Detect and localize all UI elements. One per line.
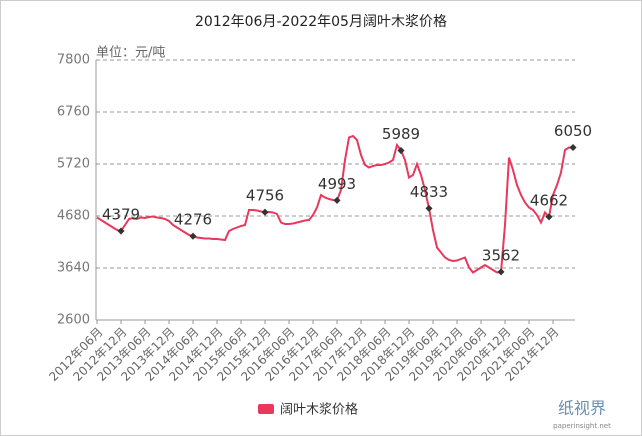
data-label: 4276	[174, 211, 212, 229]
point-marker	[425, 204, 433, 212]
y-tick-label: 6760	[57, 105, 90, 120]
point-marker	[117, 227, 125, 235]
data-label: 4756	[246, 187, 284, 205]
y-axis-label: 单位：元/吨	[96, 46, 165, 61]
point-marker	[261, 208, 269, 216]
data-label: 5989	[382, 125, 420, 143]
chart-title: 2012年06月-2022年05月阔叶木浆价格	[195, 14, 447, 30]
legend-label: 阔叶木浆价格	[280, 402, 358, 418]
data-label: 4833	[410, 183, 448, 201]
point-marker	[545, 213, 553, 221]
point-marker	[189, 232, 197, 240]
point-marker	[497, 268, 505, 276]
y-tick-label: 3640	[57, 261, 90, 276]
legend-swatch	[258, 404, 274, 414]
y-tick-label: 7800	[57, 53, 90, 68]
y-tick-label: 4680	[57, 209, 90, 224]
y-tick-label: 2600	[57, 313, 90, 328]
point-marker	[333, 196, 341, 204]
y-tick-label: 5720	[57, 157, 90, 172]
data-label: 6050	[554, 122, 592, 140]
watermark-name: 纸视界	[558, 399, 606, 418]
point-marker	[569, 143, 577, 152]
data-label: 4662	[530, 191, 568, 209]
watermark-url: paperinsight.net	[553, 422, 611, 430]
data-label: 4379	[102, 206, 140, 224]
point-marker	[397, 147, 405, 155]
data-label: 3562	[482, 246, 520, 264]
data-label: 4993	[318, 175, 356, 193]
